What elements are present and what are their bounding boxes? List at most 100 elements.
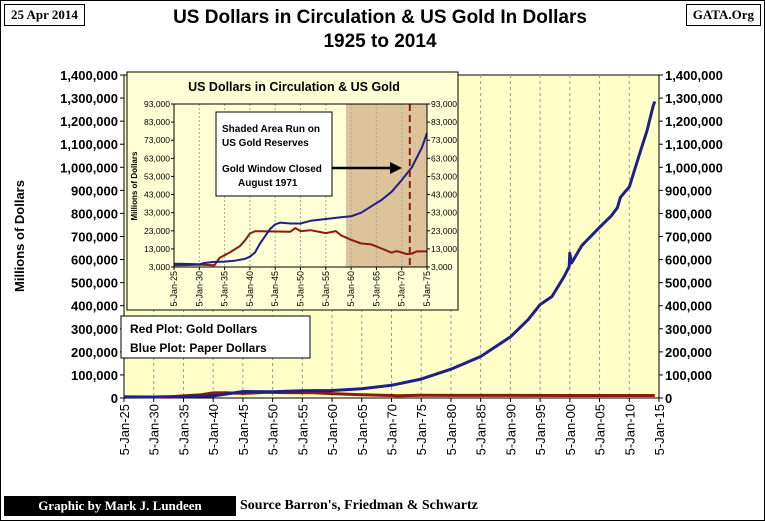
inset-y-tick-label-right: 13,000 [431,244,457,254]
main-y-tick-label-left: 100,000 [71,368,118,383]
main-paper-dollars-line [123,100,657,399]
legend-box [120,315,311,359]
inset-x-tick-label: 5-Jan-50 [296,271,306,307]
main-y-tick-label-right: 300,000 [665,322,712,337]
inset-y-tick-label-left: 23,000 [144,226,170,236]
main-x-tick-label: 5-Jan-10 [622,404,637,455]
main-x-tick-label: 5-Jan-60 [325,404,340,455]
inset-x-tick-label: 5-Jan-30 [194,271,204,307]
main-y-tick-label-right: 500,000 [665,276,712,291]
main-x-tick-label: 5-Jan-30 [147,404,162,455]
main-y-tick-label-left: 200,000 [71,345,118,360]
main-y-tick-label-right: 400,000 [665,299,712,314]
main-y-tick-label-left: 1,100,000 [60,137,118,152]
main-x-tick-label: 5-Jan-25 [117,404,132,455]
inset-y-tick-label-right: 83,000 [431,117,457,127]
main-y-tick-label-left: 1,000,000 [60,160,118,175]
run-on-gold-shaded-area [346,104,427,267]
main-x-tick-label: 5-Jan-15 [652,404,667,455]
annotation-box [215,111,333,197]
main-x-tick-label: 5-Jan-45 [236,404,251,455]
inset-y-tick-label-left: 93,000 [144,99,170,109]
main-y-tick-label-right: 1,100,000 [665,137,723,152]
inset-y-axis-label: Millions of Dollars [130,151,139,220]
main-x-tick-label: 5-Jan-85 [474,404,489,455]
inset-y-tick-label-left: 33,000 [144,208,170,218]
inset-x-tick-label: 5-Jan-25 [169,271,179,307]
inset-y-tick-label-left: 53,000 [144,171,170,181]
main-y-tick-label-right: 0 [665,391,672,406]
inset-y-tick-label-left: 83,000 [144,117,170,127]
inset-y-tick-label-right: 33,000 [431,208,457,218]
inset-y-tick-label-right: 43,000 [431,190,457,200]
date-label: 25 Apr 2014 [4,4,85,26]
inset-y-axis-left: 3,000 13,000 23,000 33,000 43,000 53,000 63,00… [144,99,174,272]
main-y-tick-label-left: 1,300,000 [60,91,118,106]
main-y-tick-label-right: 600,000 [665,253,712,268]
inset-y-axis-right: 3,000 13,000 23,000 33,000 43,000 53,000 63,00… [427,99,457,272]
main-x-tick-label: 5-Jan-50 [266,404,281,455]
main-x-tick-label: 5-Jan-55 [295,404,310,455]
inset-y-tick-label-left: 43,000 [144,190,170,200]
main-y-tick-label-right: 800,000 [665,206,712,221]
inset-y-tick-label-right: 3,000 [431,262,453,272]
inset-y-tick-label-right: 53,000 [431,171,457,181]
main-y-tick-label-left: 900,000 [71,183,118,198]
main-y-tick-label-right: 1,400,000 [665,68,723,83]
main-x-tick-label: 5-Jan-35 [176,404,191,455]
inset-x-tick-label: 5-Jan-75 [422,271,432,307]
legend-paper-dollars: Blue Plot: Paper Dollars [130,341,267,355]
title-line-2: 1925 to 2014 [323,31,437,52]
main-x-tick-label: 5-Jan-95 [533,404,548,455]
annotation-shaded-area: Shaded Area Run on US Gold Reserves [222,124,323,149]
annotation-line: Gold Window Closed [222,164,322,175]
annotation-line: August 1971 [238,178,298,189]
main-y-tick-label-right: 700,000 [665,230,712,245]
inset-y-tick-label-left: 73,000 [144,135,170,145]
main-y-axis-left: 0 100,000 200,000 300,000 400,000 500,000 600,… [60,68,124,406]
main-x-tick-label: 5-Jan-80 [444,404,459,455]
inset-y-tick-label-right: 63,000 [431,153,457,163]
inset-y-tick-label-left: 13,000 [144,244,170,254]
inset-series-lines [173,132,428,267]
credit-label: Graphic by Mark J. Lundeen [4,496,236,516]
page-title: US Dollars in Circulation & US Gold In D… [150,6,610,54]
main-y-tick-label-right: 1,200,000 [665,114,723,129]
main-y-tick-label-right: 200,000 [665,345,712,360]
inset-title: US Dollars in Circulation & US Gold [188,80,400,94]
legend-gold-dollars: Red Plot: Gold Dollars [130,322,258,336]
y-axis-label: Millions of Dollars [12,180,27,292]
inset-y-tick-label-right: 73,000 [431,135,457,145]
annotation-line: US Gold Reserves [222,138,309,149]
inset-x-tick-label: 5-Jan-55 [321,271,331,307]
annotation-line: Shaded Area Run on [222,124,320,135]
main-y-tick-label-right: 1,000,000 [665,160,723,175]
inset-y-tick-label-left: 3,000 [149,262,171,272]
title-line-1: US Dollars in Circulation & US Gold In D… [173,7,587,28]
main-x-tick-label: 5-Jan-05 [593,404,608,455]
inset-y-tick-label-right: 23,000 [431,226,457,236]
inset-x-tick-label: 5-Jan-45 [270,271,280,307]
inset-x-tick-label: 5-Jan-35 [220,271,230,307]
inset-x-tick-label: 5-Jan-40 [245,271,255,307]
main-x-tick-label: 5-Jan-65 [355,404,370,455]
inset-x-tick-label: 5-Jan-60 [346,271,356,307]
inset-x-axis: 5-Jan-25 5-Jan-30 5-Jan-35 5-Jan-40 5-Jan-45… [169,267,432,307]
main-y-tick-label-right: 1,300,000 [665,91,723,106]
main-y-tick-label-left: 300,000 [71,322,118,337]
main-series-lines [123,100,657,399]
main-x-tick-label: 5-Jan-40 [206,404,221,455]
main-y-tick-label-left: 0 [111,391,118,406]
main-x-tick-label: 5-Jan-90 [503,404,518,455]
arrow-right-icon [390,162,402,174]
main-y-tick-label-left: 500,000 [71,276,118,291]
main-x-tick-label: 5-Jan-70 [385,404,400,455]
inset-paper-dollars-line [173,132,428,266]
main-x-tick-label: 5-Jan-75 [414,404,429,455]
main-y-tick-label-left: 1,200,000 [60,114,118,129]
main-y-tick-label-right: 900,000 [665,183,712,198]
inset-y-tick-label-left: 63,000 [144,153,170,163]
source-site-label: GATA.Org [685,4,761,26]
main-y-tick-label-right: 100,000 [665,368,712,383]
